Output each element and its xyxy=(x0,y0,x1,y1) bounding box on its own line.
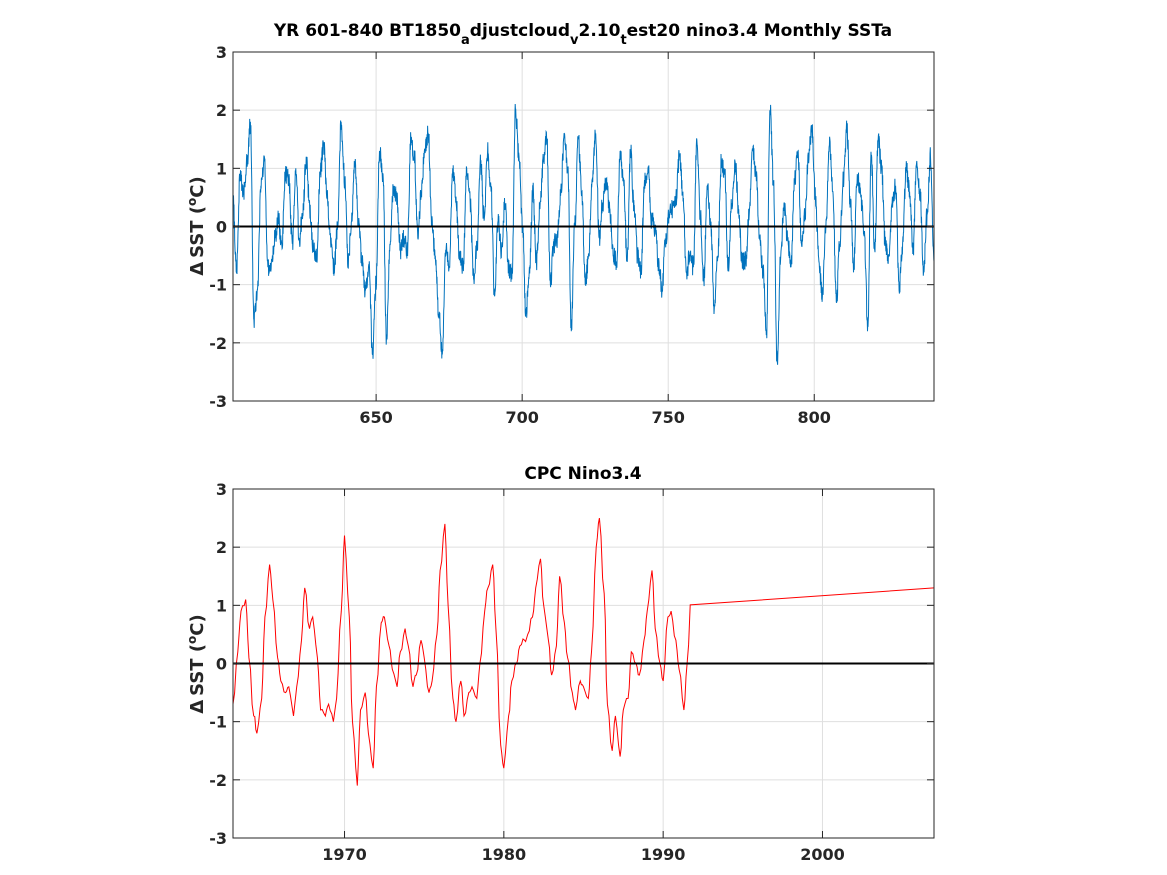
series-line-cpc xyxy=(232,518,935,786)
y-tick-label: 2 xyxy=(216,538,227,557)
y-tick-label: 1 xyxy=(216,596,227,615)
y-tick-label: -2 xyxy=(209,334,227,353)
x-tick-label: 1990 xyxy=(641,845,686,864)
x-tick-label: 700 xyxy=(505,408,538,427)
y-tick-label: -1 xyxy=(209,276,227,295)
x-tick-label: 800 xyxy=(798,408,831,427)
y-tick-label: -3 xyxy=(209,829,227,848)
chart-bottom-cpc-nino34: CPC Nino3.4 1970 1980 1990 2000 -3 -2 -1 0 1 2 3 Δ… xyxy=(185,464,935,864)
y-tick-label: -2 xyxy=(209,771,227,790)
x-tick-label: 1980 xyxy=(482,845,527,864)
chart-title: YR 601-840 BT1850adjustcloudv2.10test20 … xyxy=(273,21,892,48)
y-axis-label: ΔSST (oC) xyxy=(185,176,208,276)
y-tick-label: 3 xyxy=(216,43,227,62)
chart-title: CPC Nino3.4 xyxy=(524,464,641,484)
series-line-model xyxy=(232,103,935,365)
y-tick-label: -3 xyxy=(209,392,227,411)
y-tick-label: 2 xyxy=(216,101,227,120)
x-tick-label: 750 xyxy=(652,408,685,427)
x-tick-label: 2000 xyxy=(800,845,845,864)
y-axis-label: ΔSST (oC) xyxy=(185,614,208,714)
y-tick-label: 0 xyxy=(216,655,227,674)
x-tick-label: 650 xyxy=(359,408,392,427)
y-tick-label: 1 xyxy=(216,159,227,178)
y-tick-label: 0 xyxy=(216,218,227,237)
chart-top-model-nino34: YR 601-840 BT1850adjustcloudv2.10test20 … xyxy=(185,21,935,427)
y-tick-label: -1 xyxy=(209,713,227,732)
x-tick-label: 1970 xyxy=(322,845,367,864)
y-tick-label: 3 xyxy=(216,480,227,499)
